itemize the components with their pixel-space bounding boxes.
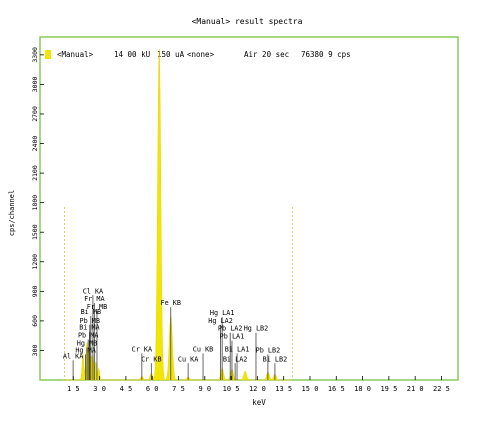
marker-label: Hg MA <box>75 346 95 354</box>
x-axis-label: keV <box>252 398 266 407</box>
x-tick-label: 3 0 <box>93 385 106 393</box>
y-tick-label: 3000 <box>31 76 39 92</box>
spectrum-area <box>62 48 293 381</box>
marker-label: Cl KA <box>83 287 103 295</box>
legend-swatch <box>45 50 51 59</box>
y-tick-label: 1800 <box>31 195 39 211</box>
marker-label: Bi LA1 <box>225 345 250 353</box>
marker-label: Cu KA <box>178 355 198 363</box>
x-tick-label: 22 5 <box>433 385 450 393</box>
marker-label: Cr KB <box>141 355 161 363</box>
marker-label: Hg MB <box>77 339 97 347</box>
x-tick-label: 1 5 <box>67 385 80 393</box>
y-tick-label: 900 <box>31 285 39 297</box>
x-tick-label: 13 5 <box>275 385 292 393</box>
info-atmosphere-time: Air 20 sec <box>244 50 289 59</box>
y-tick-label: 2700 <box>31 106 39 122</box>
info-mode: <Manual> <box>57 50 94 59</box>
y-tick-label: 2400 <box>31 136 39 152</box>
marker-label: Hg LA2 <box>208 317 233 325</box>
x-tick-label: 21 0 <box>407 385 424 393</box>
x-tick-label: 12 0 <box>249 385 266 393</box>
y-axis: 300 600 900 1200 1500 1800 2100 2400 2700 3000 330… <box>31 47 44 356</box>
info-line: <Manual> 14 00 kU 150 uA <none> Air 20 s… <box>45 50 351 59</box>
energy-limit-lines <box>64 207 293 380</box>
marker-label: Cr KA <box>132 345 152 353</box>
marker-label: Fe KB <box>161 299 181 307</box>
y-axis-label: cps/channel <box>8 190 16 236</box>
marker-label: Bi LA2 <box>223 355 248 363</box>
info-rate: 76380 9 cps <box>301 50 351 59</box>
x-tick-label: 6 0 <box>146 385 159 393</box>
marker-label: Pb LA1 <box>220 333 245 341</box>
info-current: 150 uA <box>157 50 185 59</box>
marker-label: Hg LB2 <box>244 325 269 333</box>
marker-label: Fr MA <box>84 295 104 303</box>
marker-label: Bi MA <box>79 324 99 332</box>
y-tick-label: 600 <box>31 315 39 327</box>
marker-label: Pb LB2 <box>256 346 281 354</box>
y-tick-label: 300 <box>31 344 39 356</box>
x-tick-label: 9 0 <box>198 385 211 393</box>
x-tick-label: 4 5 <box>120 385 133 393</box>
marker-label: Pb MA <box>78 332 98 340</box>
marker-label: Fr MB <box>87 303 107 311</box>
marker-label: Cu KB <box>193 345 213 353</box>
marker-label: Al KA <box>63 352 83 360</box>
x-tick-label: 7 5 <box>172 385 185 393</box>
marker-label: Pb LA2 <box>218 325 243 333</box>
marker-label: Hg LA1 <box>210 309 235 317</box>
y-tick-label: 2100 <box>31 165 39 181</box>
y-tick-label: 1200 <box>31 254 39 270</box>
info-voltage: 14 00 kU <box>114 50 150 59</box>
y-tick-label: 3300 <box>31 47 39 63</box>
chart-title: <Manual> result spectra <box>192 17 303 26</box>
marker-label: Bi LB2 <box>263 355 288 363</box>
x-tick-label: 19 5 <box>380 385 397 393</box>
x-tick-label: 18 0 <box>354 385 371 393</box>
marker-label: Bi MB <box>81 308 101 316</box>
x-tick-label: 15 0 <box>302 385 319 393</box>
x-tick-label: 16 5 <box>328 385 345 393</box>
info-filter: <none> <box>187 50 215 59</box>
x-axis: 1 5 3 0 4 5 6 0 7 5 9 0 10 5 12 0 13 5 15 0 16 5 18… <box>67 376 450 393</box>
x-tick-label: 10 5 <box>223 385 240 393</box>
y-tick-label: 1500 <box>31 224 39 240</box>
marker-label: Pb MB <box>80 317 100 325</box>
